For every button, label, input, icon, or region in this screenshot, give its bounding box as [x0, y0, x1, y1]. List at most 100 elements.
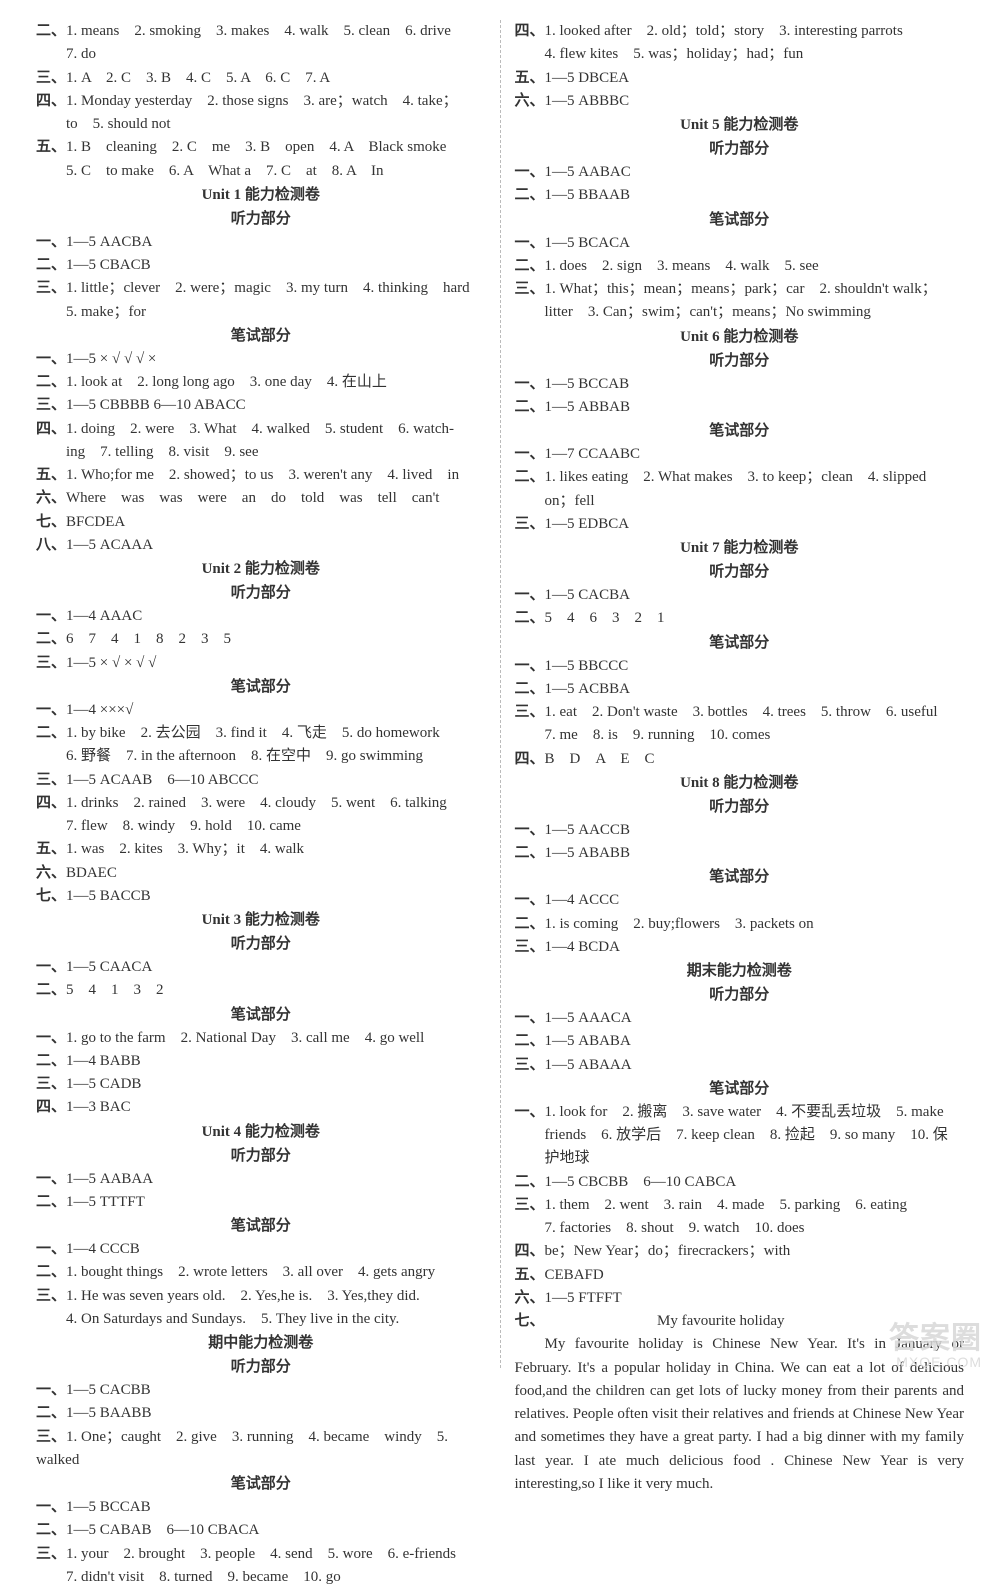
- answer-line: 六、1—5 ABBBC: [515, 90, 965, 113]
- section-heading: 期末能力检测卷: [515, 959, 965, 983]
- section-heading: 听力部分: [515, 560, 965, 584]
- answer-line: 7. factories 8. shout 9. watch 10. does: [515, 1217, 965, 1240]
- answer-line: 一、1—5 BCCAB: [515, 373, 965, 396]
- section-heading: 笔试部分: [515, 419, 965, 443]
- answer-line: 一、1—4 ×××√: [36, 699, 486, 722]
- answer-line: 三、1. them 2. went 3. rain 4. made 5. par…: [515, 1194, 965, 1217]
- section-heading: 笔试部分: [36, 1472, 486, 1496]
- answer-line: 四、1. Monday yesterday 2. those signs 3. …: [36, 90, 486, 113]
- section-heading: Unit 6 能力检测卷: [515, 325, 965, 349]
- answer-line: 四、1. looked after 2. old；told；story 3. i…: [515, 20, 965, 43]
- section-heading: 笔试部分: [515, 865, 965, 889]
- answer-line: 5. C to make 6. A What a 7. C at 8. A In: [36, 160, 486, 183]
- answer-line: 一、1. go to the farm 2. National Day 3. c…: [36, 1027, 486, 1050]
- answer-line: 二、1—5 CABAB 6—10 CBACA: [36, 1519, 486, 1542]
- answer-line: 三、1—5 CBBBB 6—10 ABACC: [36, 394, 486, 417]
- answer-line: 三、1. eat 2. Don't waste 3. bottles 4. tr…: [515, 701, 965, 724]
- answer-line: 二、1—4 BABB: [36, 1050, 486, 1073]
- answer-line: 三、1. What；this；mean；means；park；car 2. sh…: [515, 278, 965, 301]
- answer-line: 二、1. by bike 2. 去公园 3. find it 4. 飞走 5. …: [36, 722, 486, 745]
- answer-line: 一、1—5 CACBA: [515, 584, 965, 607]
- answer-line: 7. me 8. is 9. running 10. comes: [515, 724, 965, 747]
- answer-line: 二、5 4 6 3 2 1: [515, 607, 965, 630]
- watermark: 答案圈 MXQE.COM: [889, 1322, 982, 1370]
- answer-line: 二、1. bought things 2. wrote letters 3. a…: [36, 1261, 486, 1284]
- section-heading: 笔试部分: [515, 208, 965, 232]
- section-heading: Unit 3 能力检测卷: [36, 908, 486, 932]
- section-heading: 笔试部分: [36, 1214, 486, 1238]
- answer-line: 二、1. likes eating 2. What makes 3. to ke…: [515, 466, 965, 489]
- answer-line: friends 6. 放学后 7. keep clean 8. 捡起 9. so…: [515, 1124, 965, 1147]
- answer-line: 一、1—5 AABAC: [515, 161, 965, 184]
- section-heading: 笔试部分: [36, 675, 486, 699]
- section-heading: 笔试部分: [515, 631, 965, 655]
- answer-line: 三、1. One；caught 2. give 3. running 4. be…: [36, 1426, 486, 1473]
- answer-line: to 5. should not: [36, 113, 486, 136]
- section-heading: Unit 1 能力检测卷: [36, 183, 486, 207]
- section-heading: 期中能力检测卷: [36, 1331, 486, 1355]
- right-column: 四、1. looked after 2. old；told；story 3. i…: [501, 20, 973, 1368]
- answer-line: 三、1—4 BCDA: [515, 936, 965, 959]
- answer-line: 四、B D A E C: [515, 748, 965, 771]
- answer-line: 三、1—5 CADB: [36, 1073, 486, 1096]
- answer-line: 一、1—5 AABAA: [36, 1168, 486, 1191]
- answer-line: 二、1—5 CBACB: [36, 254, 486, 277]
- watermark-url: MXQE.COM: [889, 1355, 982, 1370]
- section-heading: 听力部分: [515, 137, 965, 161]
- answer-line: 4. flew kites 5. was；holiday；had；fun: [515, 43, 965, 66]
- answer-line: 三、1—5 × √ × √ √: [36, 652, 486, 675]
- answer-line: 二、1—5 ABBAB: [515, 396, 965, 419]
- answer-line: 二、1—5 ABABB: [515, 842, 965, 865]
- answer-line: 四、1—3 BAC: [36, 1096, 486, 1119]
- answer-line: 二、1—5 ABABA: [515, 1030, 965, 1053]
- answer-line: 三、1. little；clever 2. were；magic 3. my t…: [36, 277, 486, 300]
- answer-line: 一、1—4 CCCB: [36, 1238, 486, 1261]
- section-heading: 听力部分: [515, 349, 965, 373]
- answer-line: on；fell: [515, 490, 965, 513]
- answer-line: 7. flew 8. windy 9. hold 10. came: [36, 815, 486, 838]
- section-heading: Unit 5 能力检测卷: [515, 113, 965, 137]
- answer-line: 三、1. He was seven years old. 2. Yes,he i…: [36, 1285, 486, 1308]
- answer-line: 五、1. B cleaning 2. C me 3. B open 4. A B…: [36, 136, 486, 159]
- answer-line: 二、1. does 2. sign 3. means 4. walk 5. se…: [515, 255, 965, 278]
- section-heading: 听力部分: [36, 1355, 486, 1379]
- section-heading: 听力部分: [36, 581, 486, 605]
- answer-line: 一、1—5 × √ √ √ ×: [36, 348, 486, 371]
- left-column: 二、1. means 2. smoking 3. makes 4. walk 5…: [28, 20, 501, 1368]
- answer-line: 二、1. look at 2. long long ago 3. one day…: [36, 371, 486, 394]
- answer-line: 三、1—5 ACAAB 6—10 ABCCC: [36, 769, 486, 792]
- answer-line: 二、1—5 BAABB: [36, 1402, 486, 1425]
- answer-line: 三、1—5 ABAAA: [515, 1054, 965, 1077]
- answer-line: 五、1. was 2. kites 3. Why；it 4. walk: [36, 838, 486, 861]
- section-heading: 笔试部分: [36, 1003, 486, 1027]
- section-heading: 听力部分: [36, 932, 486, 956]
- answer-line: 三、1. A 2. C 3. B 4. C 5. A 6. C 7. A: [36, 67, 486, 90]
- answer-line: 5. make；for: [36, 301, 486, 324]
- answer-line: 一、1. look for 2. 搬离 3. save water 4. 不要乱…: [515, 1101, 965, 1124]
- answer-line: 二、1—5 CBCBB 6—10 CABCA: [515, 1171, 965, 1194]
- answer-line: 一、1—5 CACBB: [36, 1379, 486, 1402]
- answer-line: 一、1—7 CCAABC: [515, 443, 965, 466]
- answer-line: 二、1—5 ACBBA: [515, 678, 965, 701]
- answer-line: 六、1—5 FTFFT: [515, 1287, 965, 1310]
- answer-line: 一、1—5 CAACA: [36, 956, 486, 979]
- answer-line: 七、1—5 BACCB: [36, 885, 486, 908]
- answer-line: 一、1—5 AACBA: [36, 231, 486, 254]
- answer-line: 二、6 7 4 1 8 2 3 5: [36, 628, 486, 651]
- answer-line: 二、1. is coming 2. buy;flowers 3. packets…: [515, 913, 965, 936]
- answer-line: 7. didn't visit 8. turned 9. became 10. …: [36, 1566, 486, 1589]
- answer-line: 四、1. drinks 2. rained 3. were 4. cloudy …: [36, 792, 486, 815]
- answer-line: 二、1—5 TTTFT: [36, 1191, 486, 1214]
- answer-line: 二、5 4 1 3 2: [36, 979, 486, 1002]
- answer-line: 六、BDAEC: [36, 862, 486, 885]
- answer-line: 二、1. means 2. smoking 3. makes 4. walk 5…: [36, 20, 486, 43]
- section-heading: Unit 2 能力检测卷: [36, 557, 486, 581]
- section-heading: Unit 8 能力检测卷: [515, 771, 965, 795]
- answer-line: 一、1—5 AAACA: [515, 1007, 965, 1030]
- section-heading: 笔试部分: [515, 1077, 965, 1101]
- answer-line: 一、1—5 BBCCC: [515, 655, 965, 678]
- answer-line: 四、be；New Year；do；firecrackers；with: [515, 1240, 965, 1263]
- answer-line: 六、Where was was were an do told was tell…: [36, 487, 486, 510]
- answer-line: ing 7. telling 8. visit 9. see: [36, 441, 486, 464]
- answer-line: 四、1. doing 2. were 3. What 4. walked 5. …: [36, 418, 486, 441]
